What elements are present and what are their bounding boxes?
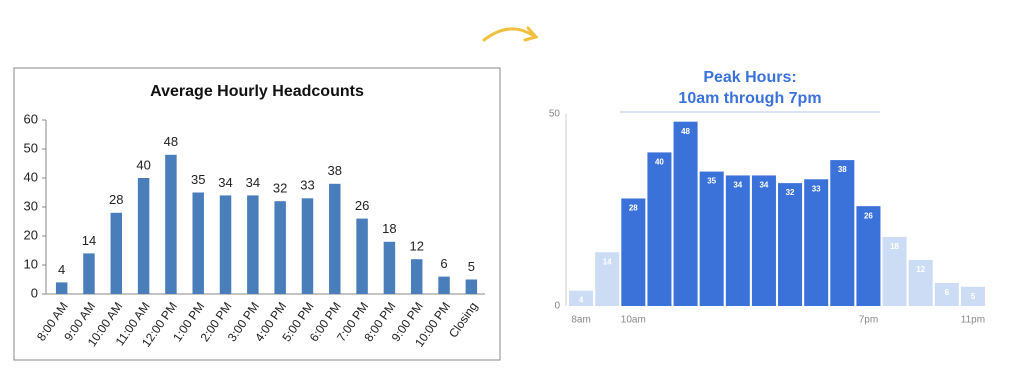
value-label: 34	[733, 181, 742, 190]
value-label: 4	[58, 262, 65, 277]
bar	[110, 212, 123, 294]
bar	[960, 286, 985, 306]
value-label: 28	[109, 192, 123, 207]
bar	[410, 259, 423, 294]
bar	[595, 252, 620, 306]
value-label: 28	[629, 204, 638, 213]
value-label: 5	[468, 259, 475, 274]
bar	[856, 206, 881, 306]
value-label: 12	[916, 265, 925, 274]
chart-subtitle: 10am through 7pm	[678, 90, 821, 107]
value-label: 18	[382, 221, 396, 236]
value-label: 26	[864, 211, 873, 220]
x-tick-label: 8am	[571, 315, 590, 326]
bar	[274, 201, 286, 294]
value-label: 48	[164, 134, 178, 149]
bar	[804, 179, 829, 306]
arrow	[482, 27, 536, 42]
y-tick-label: 60	[24, 111, 38, 126]
y-tick-label: 0	[554, 301, 560, 312]
value-label: 33	[300, 178, 314, 193]
bar	[908, 259, 933, 306]
value-label: 6	[945, 288, 950, 297]
bar	[247, 195, 259, 294]
bar	[778, 183, 803, 306]
bar	[356, 218, 368, 294]
bar	[83, 253, 95, 294]
y-tick-label: 0	[31, 285, 38, 300]
chart-title: Average Hourly Headcounts	[150, 83, 364, 100]
bar	[830, 160, 855, 306]
value-label: 6	[440, 256, 447, 271]
bar	[725, 175, 750, 306]
value-label: 38	[328, 163, 342, 178]
value-label: 38	[838, 165, 847, 174]
bar	[465, 279, 478, 294]
bar	[301, 198, 314, 294]
bar	[934, 282, 959, 306]
bar	[699, 171, 724, 306]
value-label: 34	[759, 181, 768, 190]
value-label: 40	[136, 157, 150, 172]
value-label: 4	[579, 296, 584, 305]
value-label: 33	[812, 184, 821, 193]
value-label: 34	[246, 175, 260, 190]
value-label: 5	[971, 292, 976, 301]
bar	[165, 154, 177, 294]
bar	[438, 276, 450, 294]
bar	[647, 152, 672, 306]
y-tick-label: 30	[24, 198, 38, 213]
x-tick-label: 7pm	[859, 315, 878, 326]
value-label: 12	[409, 239, 423, 254]
y-tick-label: 40	[24, 169, 38, 184]
y-tick-label: 50	[549, 109, 561, 120]
bar	[673, 121, 698, 307]
bar	[137, 178, 150, 294]
bar	[751, 175, 776, 306]
value-label: 14	[82, 233, 96, 248]
arrow-head	[523, 26, 539, 42]
value-label: 26	[355, 198, 369, 213]
value-label: 40	[655, 158, 664, 167]
bar	[55, 282, 68, 294]
x-tick-label: 10am	[621, 315, 646, 326]
y-tick-label: 50	[24, 140, 38, 155]
x-tick-label: 11pm	[961, 315, 985, 326]
value-label: 18	[890, 242, 899, 251]
value-label: 35	[191, 172, 205, 187]
y-tick-label: 20	[24, 227, 38, 242]
bar	[383, 241, 396, 294]
value-label: 34	[218, 175, 232, 190]
value-label: 32	[273, 181, 287, 196]
value-label: 35	[707, 177, 716, 186]
value-label: 48	[681, 127, 690, 136]
value-label: 14	[603, 257, 612, 266]
bar	[569, 290, 594, 306]
bar	[882, 236, 907, 306]
chart-title: Peak Hours:	[703, 69, 796, 86]
bar	[219, 195, 232, 294]
y-tick-label: 10	[24, 256, 38, 271]
bar	[621, 198, 646, 306]
value-label: 32	[786, 188, 795, 197]
bar	[329, 183, 341, 294]
bar	[192, 192, 204, 294]
